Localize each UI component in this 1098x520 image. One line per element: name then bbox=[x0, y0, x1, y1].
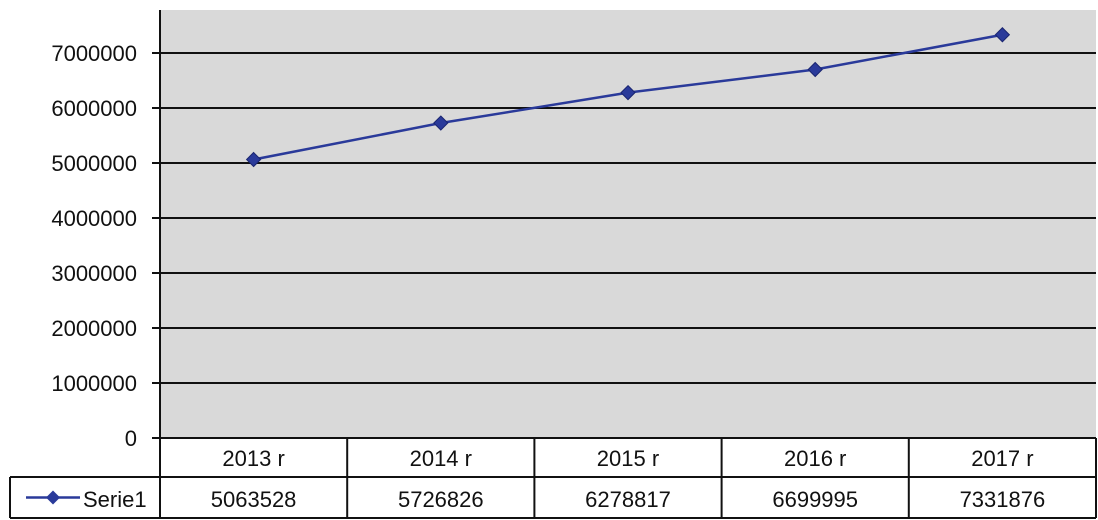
x-category-label: 2015 r bbox=[597, 446, 659, 471]
data-point-2014-r bbox=[433, 115, 449, 131]
y-tick-label: 5000000 bbox=[51, 151, 137, 176]
x-category-label: 2013 r bbox=[222, 446, 284, 471]
table-value: 5726826 bbox=[398, 487, 484, 512]
y-axis: 0 1000000 2000000 3000000 4000000 5000000 6000… bbox=[51, 10, 161, 451]
x-category-label: 2014 r bbox=[410, 446, 472, 471]
table-value: 7331876 bbox=[960, 487, 1046, 512]
y-tick-label: 7000000 bbox=[51, 41, 137, 66]
plot-area bbox=[160, 10, 1096, 438]
table-value: 6278817 bbox=[585, 487, 671, 512]
y-tick-label: 1000000 bbox=[51, 371, 137, 396]
y-tick-label: 0 bbox=[125, 426, 137, 451]
table-value: 5063528 bbox=[211, 487, 297, 512]
x-category-label: 2017 r bbox=[971, 446, 1033, 471]
data-table: 2013 r 5063528 2014 r 5726826 2015 r 6278817 2… bbox=[9, 437, 1097, 519]
data-point-2015-r bbox=[620, 84, 636, 101]
plot-background bbox=[160, 10, 1096, 438]
y-tick-label: 3000000 bbox=[51, 261, 137, 286]
y-tick-label: 4000000 bbox=[51, 206, 137, 231]
series-serie1 bbox=[245, 27, 1011, 168]
legend-diamond-icon bbox=[46, 490, 60, 505]
y-tick-label: 2000000 bbox=[51, 316, 137, 341]
data-point-2016-r bbox=[807, 61, 823, 78]
legend-series-label: Serie1 bbox=[83, 487, 147, 512]
x-category-label: 2016 r bbox=[784, 446, 846, 471]
data-point-2013-r bbox=[245, 151, 262, 168]
y-tick-label: 6000000 bbox=[51, 96, 137, 121]
data-point-2017-r bbox=[994, 27, 1011, 43]
table-value: 6699995 bbox=[772, 487, 858, 512]
